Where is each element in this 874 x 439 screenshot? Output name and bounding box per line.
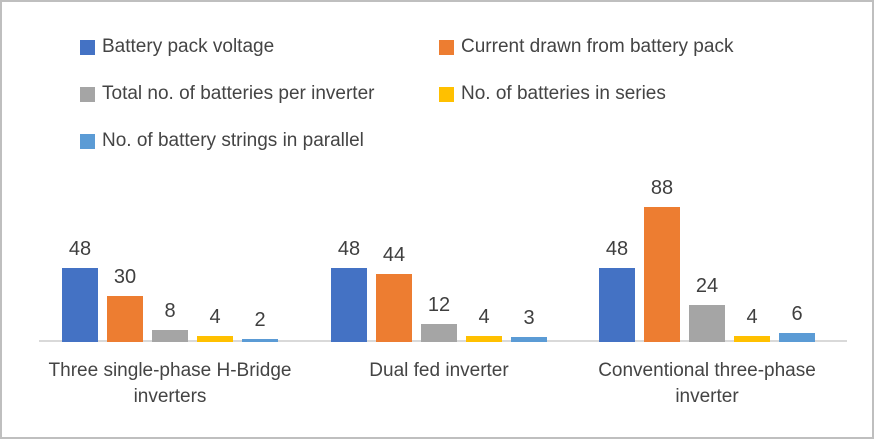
bar-slot: 8 (152, 300, 188, 342)
category-axis-labels: Three single-phase H-Bridge inverters Dua… (2, 358, 872, 418)
bar-value-label: 24 (695, 275, 719, 297)
bar-slot: 4 (197, 306, 233, 342)
bar-group: 48 44 12 4 3 (331, 170, 547, 342)
bar-slot: 30 (107, 266, 143, 342)
legend-swatch-gray (80, 86, 95, 102)
plot-area: 48 30 8 4 2 48 44 12 4 3 48 88 24 4 6 (37, 170, 847, 342)
legend-item-batteries-in-series: No. of batteries in series (439, 81, 666, 107)
category-label: Three single-phase H-Bridge inverters (48, 360, 292, 407)
legend-label: Total no. of batteries per inverter (102, 83, 375, 104)
legend-label: Current drawn from battery pack (461, 36, 734, 57)
bar-slot: 2 (242, 309, 278, 342)
bar (689, 305, 725, 342)
bar-value-label: 6 (791, 303, 803, 325)
bar-slot: 48 (62, 238, 98, 342)
bar-slot: 3 (511, 307, 547, 342)
bar-value-label: 48 (337, 238, 361, 260)
bar (466, 336, 502, 342)
bar-value-label: 88 (650, 177, 674, 199)
bar-value-label: 2 (254, 309, 266, 331)
bar-value-label: 48 (605, 238, 629, 260)
category-label: Dual fed inverter (369, 360, 509, 381)
bar-value-label: 8 (164, 300, 176, 322)
bar-value-label: 4 (746, 306, 758, 328)
bar (421, 324, 457, 342)
legend-item-total-batteries: Total no. of batteries per inverter (80, 81, 374, 107)
bar-value-label: 44 (382, 244, 406, 266)
bar (599, 268, 635, 342)
legend-swatch-lightblue (80, 133, 95, 149)
legend-item-current-drawn: Current drawn from battery pack (439, 34, 733, 60)
bar-group: 48 30 8 4 2 (62, 170, 278, 342)
bar-slot: 44 (376, 244, 412, 342)
bar-slot: 6 (779, 303, 815, 342)
bar (376, 274, 412, 342)
bar-value-label: 4 (478, 306, 490, 328)
legend-item-battery-pack-voltage: Battery pack voltage (80, 34, 274, 60)
bar (107, 296, 143, 342)
bar-slot: 88 (644, 177, 680, 342)
bar (644, 207, 680, 342)
bar-value-label: 12 (427, 294, 451, 316)
bar-slot: 24 (689, 275, 725, 342)
legend-label: No. of battery strings in parallel (102, 130, 364, 151)
bar (197, 336, 233, 342)
legend-swatch-blue (80, 39, 95, 55)
bar-slot: 4 (466, 306, 502, 342)
bar-value-label: 4 (209, 306, 221, 328)
bar (242, 339, 278, 342)
category-label: Conventional three-phase inverter (598, 360, 816, 407)
legend-swatch-yellow (439, 86, 454, 102)
bar (779, 333, 815, 342)
bar-slot: 48 (331, 238, 367, 342)
bar (511, 337, 547, 342)
bar-value-label: 3 (523, 307, 535, 329)
legend-label: Battery pack voltage (102, 36, 275, 57)
bar-slot: 4 (734, 306, 770, 342)
bar-slot: 48 (599, 238, 635, 342)
bar (734, 336, 770, 342)
bar-group: 48 88 24 4 6 (599, 170, 815, 342)
legend-item-strings-in-parallel: No. of battery strings in parallel (80, 128, 364, 154)
bar-value-label: 30 (113, 266, 137, 288)
bar (152, 330, 188, 342)
bar-value-label: 48 (68, 238, 92, 260)
bar (62, 268, 98, 342)
legend-label: No. of batteries in series (461, 83, 666, 104)
bar (331, 268, 367, 342)
legend-swatch-orange (439, 39, 454, 55)
bar-slot: 12 (421, 294, 457, 342)
